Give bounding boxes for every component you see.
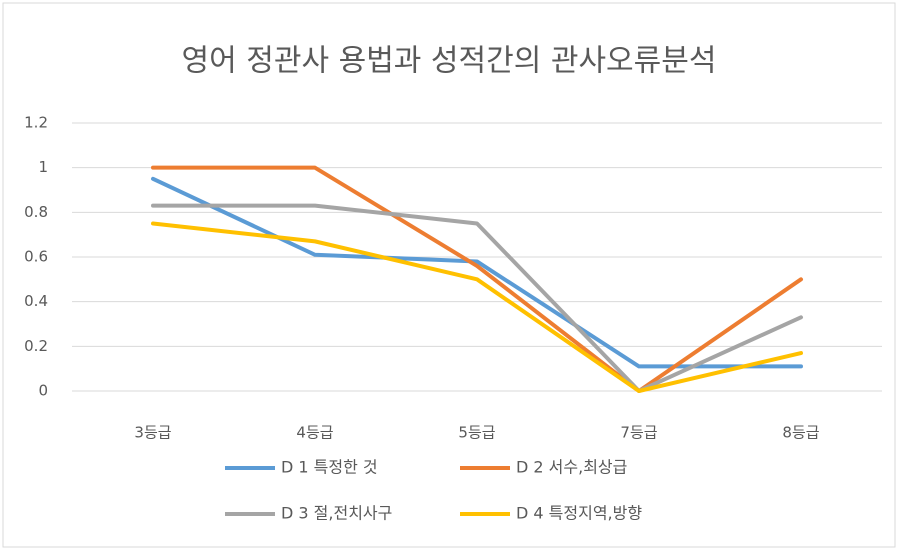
series-line (151, 165, 803, 393)
legend-label: D 4 특정지역,방향 (516, 504, 642, 523)
legend-label: D 1 특정한 것 (281, 458, 378, 477)
x-tick-label: 3등급 (134, 424, 171, 442)
series-line (151, 221, 803, 393)
x-tick-label: 7등급 (620, 424, 657, 442)
y-tick-label: 1 (38, 158, 48, 176)
chart-title: 영어 정관사 용법과 성적간의 관사오류분석 (182, 44, 717, 79)
series-line (151, 203, 803, 393)
y-tick-label: 0 (38, 382, 48, 400)
x-tick-label: 4등급 (296, 424, 333, 442)
legend-label: D 3 절,전치사구 (281, 504, 392, 523)
legend-label: D 2 서수,최상급 (516, 458, 627, 477)
y-tick-label: 1.2 (24, 114, 48, 132)
y-tick-label: 0.6 (24, 248, 48, 266)
x-tick-label: 5등급 (458, 424, 495, 442)
x-tick-label: 8등급 (782, 424, 819, 442)
y-tick-label: 0.4 (24, 292, 48, 310)
y-tick-label: 0.2 (24, 337, 48, 355)
y-tick-label: 0.8 (24, 203, 48, 221)
